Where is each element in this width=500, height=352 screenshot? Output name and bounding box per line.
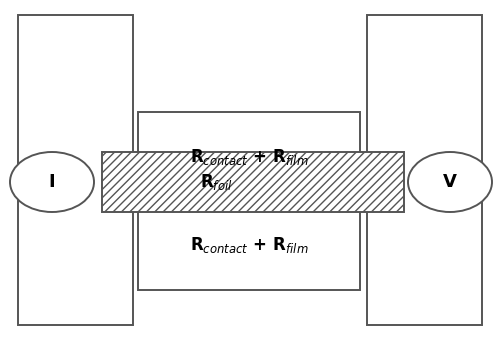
Text: V: V: [443, 173, 457, 191]
Bar: [18, 15, 133, 325]
Bar: [367, 15, 482, 325]
Bar: [138, 200, 360, 290]
Text: R$_{foil}$: R$_{foil}$: [200, 172, 233, 192]
Bar: [138, 112, 360, 202]
Bar: [102, 152, 404, 212]
Ellipse shape: [10, 152, 94, 212]
Text: R$_{contact}$ + R$_{film}$: R$_{contact}$ + R$_{film}$: [190, 147, 308, 167]
Ellipse shape: [408, 152, 492, 212]
Text: R$_{contact}$ + R$_{film}$: R$_{contact}$ + R$_{film}$: [190, 235, 308, 255]
Text: I: I: [48, 173, 56, 191]
